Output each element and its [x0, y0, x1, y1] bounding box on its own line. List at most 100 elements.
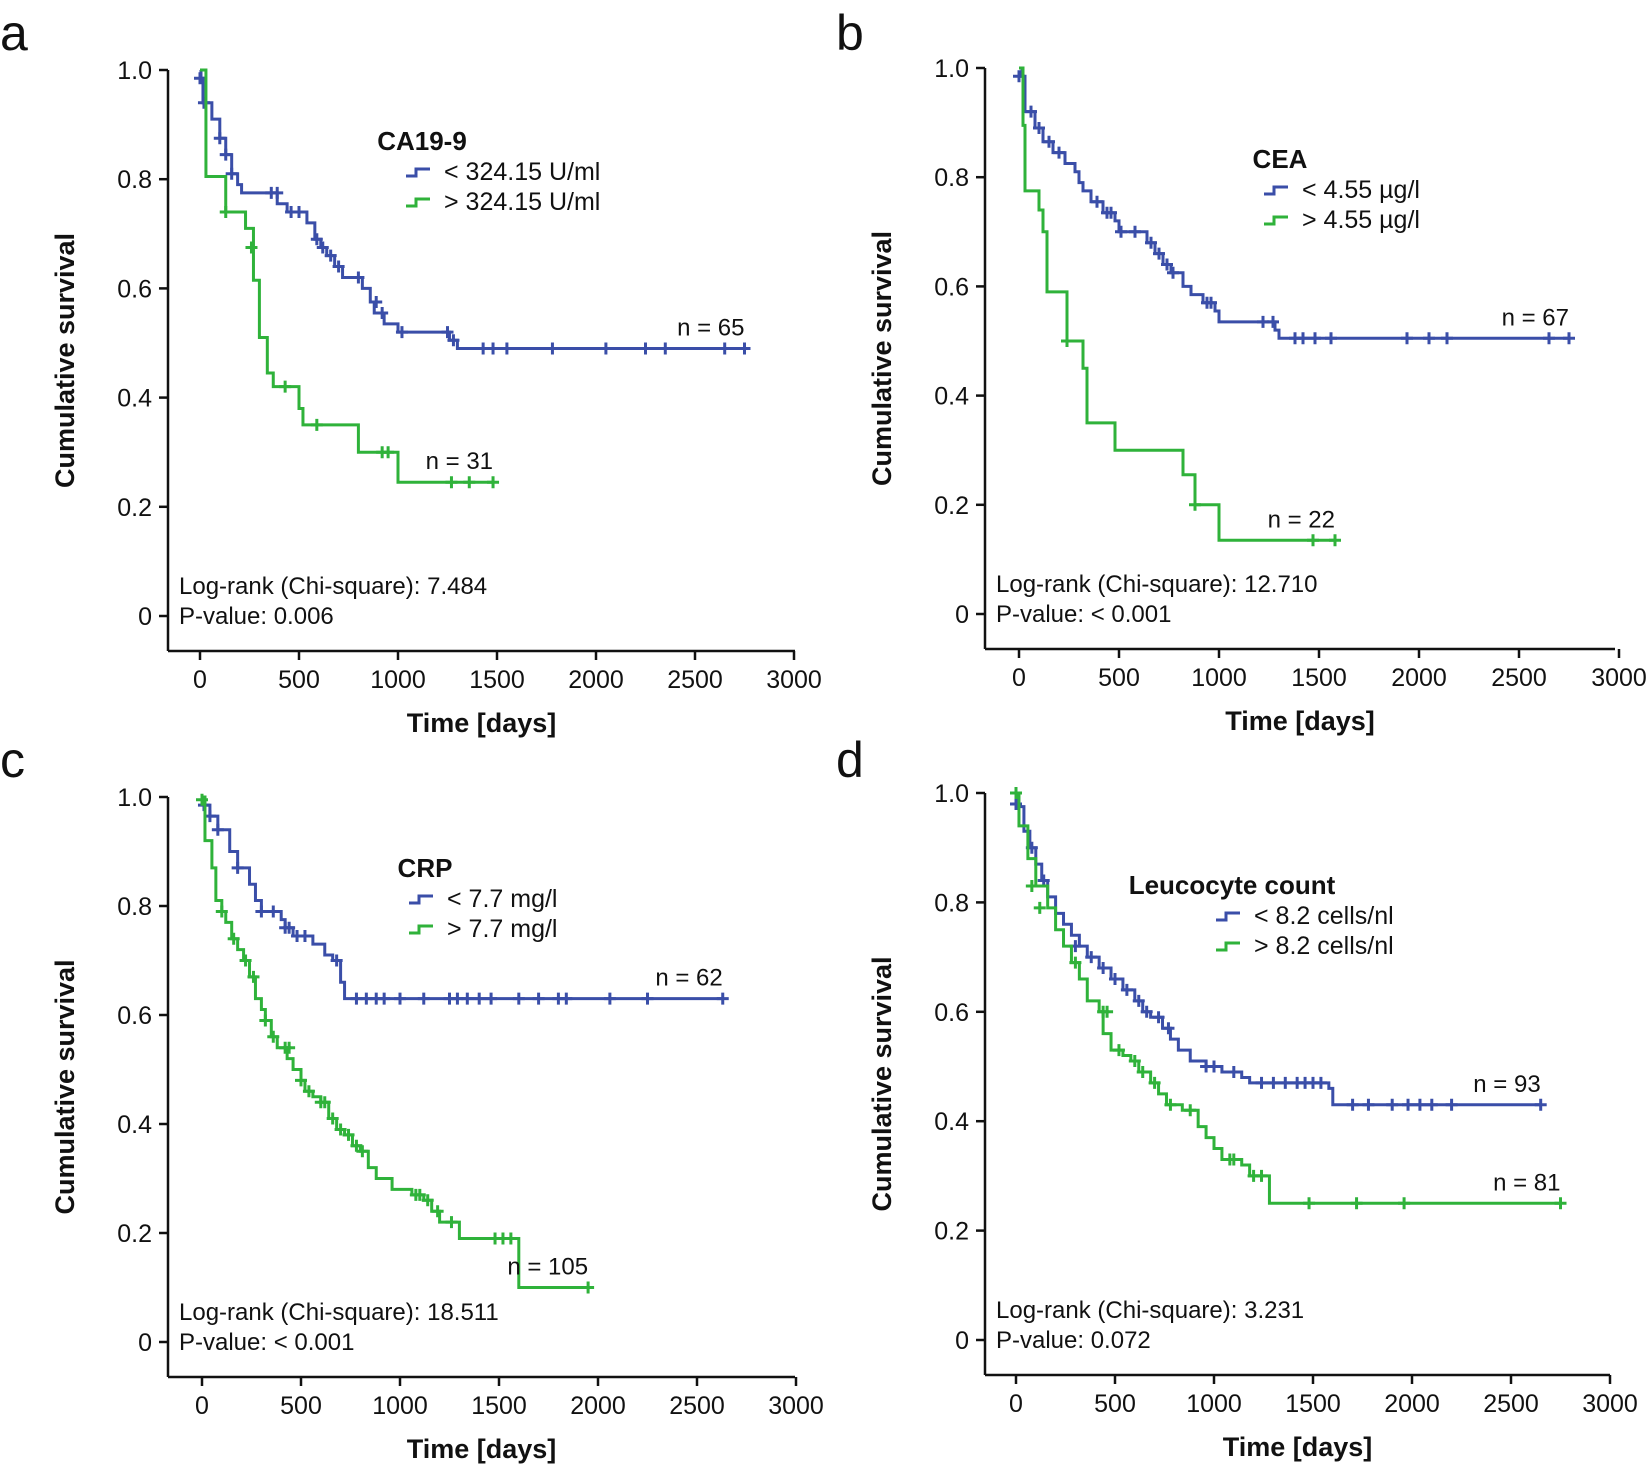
x-tick-label: 1500	[471, 1392, 527, 1420]
x-tick-label: 0	[1012, 664, 1026, 692]
censor-mark-high	[1554, 1197, 1567, 1210]
censor-mark-low	[1267, 315, 1279, 328]
x-tick-label: 1000	[370, 666, 426, 694]
censor-mark-high	[310, 418, 323, 431]
censor-mark-low	[641, 992, 654, 1005]
censor-mark-low	[1091, 195, 1103, 208]
x-axis-title: Time [days]	[1225, 706, 1375, 736]
y-tick-label: 0	[955, 1327, 969, 1355]
censor-mark-low	[1425, 1098, 1438, 1111]
legend-label-high: > 324.15 U/ml	[444, 188, 600, 216]
legend-swatch-high	[1264, 215, 1288, 226]
censor-mark-high	[1303, 1197, 1316, 1210]
censor-mark-high	[1255, 1169, 1268, 1182]
x-tick-label: 3000	[766, 666, 822, 694]
censor-mark-high	[318, 1096, 331, 1109]
y-tick-label: 0.6	[117, 275, 152, 303]
x-tick-label: 3000	[768, 1392, 824, 1420]
y-tick-label: 1.0	[934, 55, 969, 83]
censor-mark-high	[431, 1205, 444, 1218]
censor-mark-low	[267, 905, 280, 918]
censor-mark-low	[485, 992, 498, 1005]
censor-mark-low	[1402, 1098, 1415, 1111]
censor-mark-low	[1267, 1076, 1280, 1089]
censor-mark-high	[283, 1041, 296, 1054]
censor-mark-low	[271, 186, 284, 199]
censor-mark-low	[298, 929, 311, 942]
legend-swatch-low	[1216, 911, 1240, 922]
censor-mark-low	[1105, 206, 1117, 219]
censor-mark-low	[1033, 122, 1045, 135]
censor-mark-low	[1386, 1098, 1399, 1111]
p-value-text: P-value: < 0.001	[996, 601, 1171, 628]
censor-mark-low	[473, 992, 486, 1005]
censor-mark-high	[326, 1112, 339, 1125]
y-tick-label: 1.0	[934, 780, 969, 808]
censor-mark-low	[417, 992, 430, 1005]
censor-mark-high	[267, 1030, 280, 1043]
x-tick-label: 2500	[1483, 1390, 1539, 1418]
censor-mark-high	[413, 1188, 426, 1201]
n-label-high: n = 105	[507, 1254, 588, 1281]
y-tick-label: 0.4	[117, 385, 152, 413]
y-tick-label: 0	[955, 601, 969, 629]
x-tick-label: 1000	[1191, 664, 1247, 692]
censor-mark-low	[310, 233, 323, 246]
censor-mark-high	[334, 1123, 347, 1136]
p-value-text: P-value: 0.072	[996, 1327, 1151, 1354]
censor-mark-low	[1152, 1011, 1165, 1024]
censor-mark-low	[1362, 1098, 1375, 1111]
p-value-text: P-value: < 0.001	[179, 1329, 354, 1356]
censor-mark-high	[302, 1085, 315, 1098]
censor-mark-low	[330, 954, 343, 967]
legend-title: CRP	[398, 853, 453, 883]
censor-mark-low	[639, 342, 652, 355]
censor-mark-low	[1255, 1076, 1268, 1089]
censor-mark-low	[1053, 146, 1065, 159]
censor-mark-high	[259, 1014, 272, 1027]
x-axis-title: Time [days]	[407, 1434, 557, 1464]
censor-mark-low	[1208, 1060, 1220, 1073]
censor-mark-high	[239, 954, 252, 967]
y-axis-title: Cumulative survival	[50, 233, 80, 488]
p-value-text: P-value: 0.006	[179, 603, 334, 630]
censor-mark-high	[1164, 1098, 1177, 1111]
legend-swatch-high	[406, 197, 430, 208]
censor-mark-low	[255, 905, 268, 918]
censor-mark-low	[197, 96, 210, 109]
censor-mark-low	[1543, 332, 1555, 345]
censor-mark-low	[1120, 983, 1133, 996]
x-tick-label: 1500	[1291, 664, 1347, 692]
n-label-high: n = 31	[426, 448, 493, 475]
x-tick-label: 500	[278, 666, 320, 694]
censor-mark-high	[279, 380, 292, 393]
censor-mark-high	[1148, 1076, 1161, 1089]
censor-mark-low	[1563, 332, 1575, 345]
censor-mark-low	[370, 296, 383, 309]
y-tick-label: 0.6	[934, 999, 969, 1027]
survival-curve-high	[1016, 791, 1561, 1205]
y-axis-title: Cumulative survival	[867, 231, 897, 486]
censor-mark-low	[1161, 258, 1173, 271]
censor-mark-high	[356, 1145, 369, 1158]
legend-label-low: < 7.7 mg/l	[447, 885, 557, 913]
censor-mark-low	[1445, 1098, 1458, 1111]
censor-mark-low	[225, 167, 238, 180]
y-tick-label: 0.2	[117, 494, 152, 522]
x-tick-label: 1000	[1186, 1390, 1242, 1418]
censor-mark-high	[504, 1232, 517, 1245]
censor-mark-low	[1309, 332, 1321, 345]
x-tick-label: 0	[195, 1392, 209, 1420]
censor-mark-low	[1167, 266, 1179, 279]
censor-mark-low	[718, 342, 731, 355]
legend-title: CA19-9	[377, 126, 467, 156]
censor-mark-low	[659, 342, 672, 355]
censor-mark-high	[1184, 1104, 1197, 1117]
legend-label-high: > 7.7 mg/l	[447, 915, 557, 943]
x-axis-title: Time [days]	[407, 708, 557, 738]
x-tick-label: 2500	[669, 1392, 725, 1420]
n-label-high: n = 22	[1268, 506, 1335, 533]
panel-letter: d	[836, 732, 864, 788]
censor-mark-high	[1398, 1197, 1411, 1210]
